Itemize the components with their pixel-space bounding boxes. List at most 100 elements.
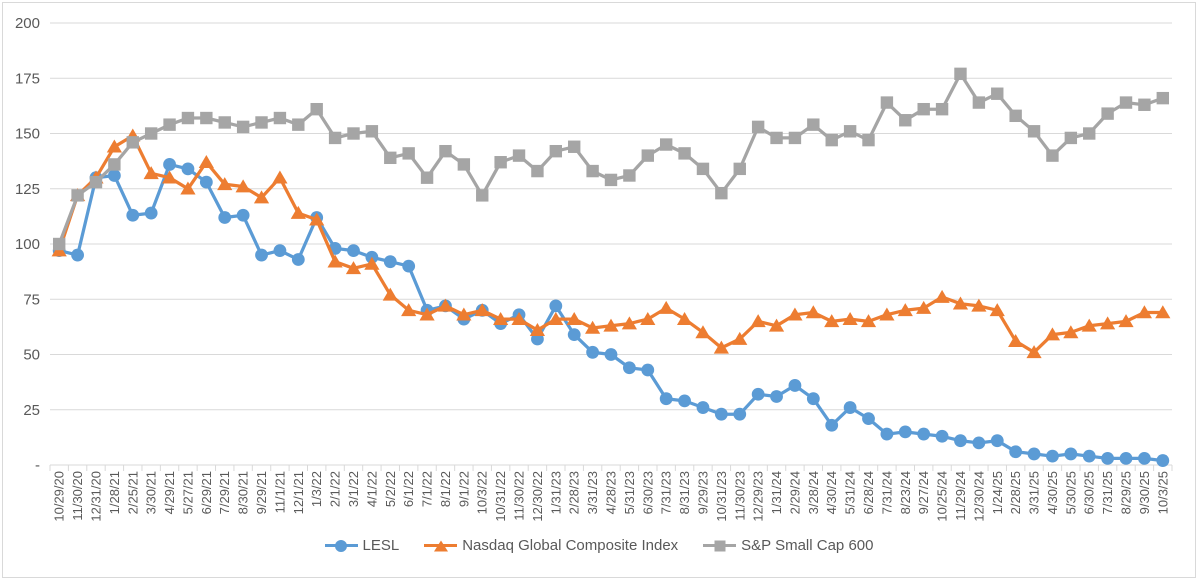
data-point — [273, 111, 287, 125]
data-point — [860, 314, 877, 328]
data-point — [843, 125, 857, 138]
x-axis-label: 1/24/25 — [990, 471, 1005, 514]
data-point — [163, 118, 176, 131]
data-point — [107, 169, 121, 182]
x-axis-label: 1/3/22 — [309, 471, 324, 507]
data-point — [1008, 334, 1024, 348]
x-axis-label: 1/28/21 — [107, 471, 122, 514]
data-point — [788, 379, 802, 392]
data-point — [954, 67, 967, 81]
data-point — [1009, 445, 1023, 459]
x-axis-label: 9/30/25 — [1137, 471, 1152, 514]
data-point — [770, 390, 783, 403]
data-point — [290, 205, 306, 219]
data-point — [640, 311, 656, 325]
data-point — [768, 318, 785, 332]
data-point — [328, 131, 342, 145]
legend-label: LESL — [362, 537, 400, 554]
x-axis-label: 9/29/23 — [695, 471, 710, 514]
data-point — [917, 102, 930, 116]
data-point — [972, 436, 986, 450]
data-point — [585, 320, 601, 334]
data-point — [253, 190, 270, 204]
data-point — [659, 138, 673, 151]
data-point — [715, 186, 728, 200]
data-point — [696, 162, 710, 176]
x-axis-label: 11/1/21 — [272, 471, 287, 513]
data-point — [751, 120, 765, 134]
x-axis-label: 2/28/23 — [567, 471, 582, 514]
x-axis-label: 9/1/22 — [456, 471, 471, 507]
data-point — [1064, 447, 1078, 461]
x-axis-label: 3/31/25 — [1027, 471, 1042, 514]
data-point — [917, 427, 931, 441]
data-point — [623, 169, 636, 182]
x-axis-label: 11/30/23 — [732, 471, 747, 521]
data-point — [327, 254, 343, 268]
data-point — [163, 158, 176, 171]
y-gridlines — [50, 22, 1172, 466]
data-point — [144, 206, 158, 220]
y-axis-labels: - 25 50 75 100 125 150 175 200 — [15, 15, 40, 474]
data-point — [678, 394, 691, 408]
data-point — [401, 303, 417, 317]
y-axis-label: 50 — [23, 347, 40, 364]
x-axis-label: 6/29/21 — [199, 471, 214, 514]
triangle-marker-icon — [424, 539, 458, 553]
x-axis-label: 5/27/21 — [180, 471, 195, 514]
x-axis-label: 6/28/24 — [861, 471, 876, 514]
data-point — [899, 114, 912, 127]
data-point — [935, 429, 949, 443]
data-point — [419, 307, 435, 321]
x-axis-label: 2/28/25 — [1008, 471, 1023, 514]
data-point — [843, 401, 857, 414]
data-point — [1101, 107, 1114, 120]
data-point — [1009, 109, 1022, 123]
x-axis-label: 2/29/24 — [787, 471, 802, 514]
data-point — [310, 102, 323, 116]
data-point — [476, 189, 489, 202]
data-point — [825, 418, 839, 432]
x-axis-label: 5/30/25 — [1063, 471, 1078, 514]
data-point — [181, 162, 195, 176]
x-axis-ticks — [49, 465, 1173, 471]
y-axis-label: 25 — [23, 402, 40, 419]
data-point — [971, 298, 987, 312]
y-axis-label: 175 — [15, 70, 40, 87]
data-point — [1156, 91, 1170, 105]
data-point — [273, 244, 287, 258]
data-point — [236, 208, 250, 222]
x-axis-label: 7/31/23 — [659, 471, 674, 514]
x-axis-label: 10/3/22 — [475, 471, 490, 514]
data-point — [898, 425, 912, 439]
data-point — [787, 307, 803, 321]
x-axis-label: 5/2/22 — [383, 471, 398, 507]
data-point — [1119, 96, 1133, 109]
x-axis-label: 11/30/20 — [70, 471, 85, 521]
data-point — [143, 166, 159, 180]
data-point — [71, 189, 84, 202]
x-axis-label: 3/1/22 — [346, 471, 361, 507]
x-axis-label: 7/1/22 — [420, 471, 435, 507]
data-point — [511, 311, 527, 325]
data-point — [586, 164, 599, 178]
legend-label: Nasdaq Global Composite Index — [462, 537, 679, 554]
data-point — [198, 155, 214, 169]
data-point — [586, 345, 600, 359]
data-point — [658, 300, 674, 314]
data-point — [604, 173, 618, 187]
data-point — [235, 179, 251, 193]
data-point — [126, 136, 139, 149]
x-axis-label: 8/23/24 — [898, 471, 913, 514]
data-point — [714, 407, 728, 421]
x-axis-label: 6/30/25 — [1082, 471, 1097, 514]
data-point — [347, 244, 360, 258]
data-point — [108, 158, 121, 171]
x-axis-label: 5/31/24 — [843, 471, 858, 514]
data-point — [1026, 345, 1042, 359]
data-point — [732, 331, 748, 345]
data-point — [52, 237, 66, 251]
y-axis-label: 125 — [15, 181, 40, 198]
x-axis-label: 1/31/24 — [769, 471, 784, 514]
